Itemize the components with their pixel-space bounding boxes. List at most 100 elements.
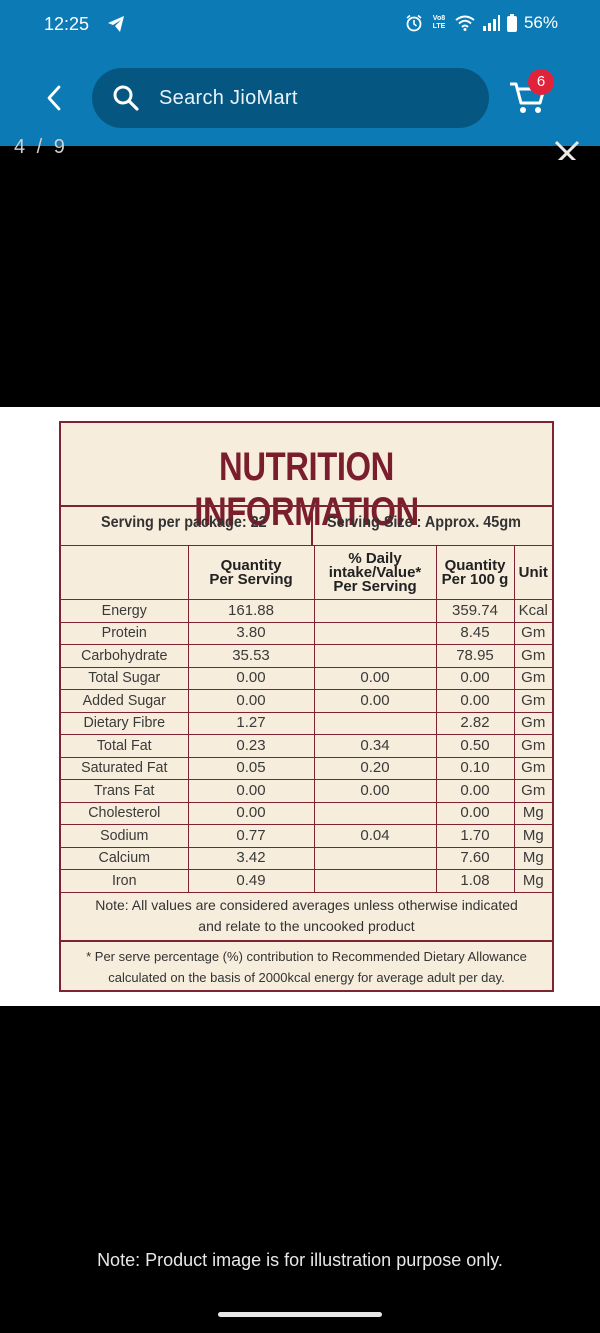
- search-icon: [113, 85, 139, 111]
- table-row: Saturated Fat 0.05 0.20 0.10 Gm: [61, 756, 552, 780]
- app-bar: 12:25 Vo8 LTE 56% Search JioMart 6: [0, 0, 600, 146]
- cell-per-100g: 0.10: [435, 756, 515, 780]
- cell-daily-value: 0.00: [313, 689, 437, 713]
- label-title: NUTRITION INFORMATION: [194, 445, 419, 534]
- nutrition-table: Quantity Per Serving % Daily intake/Valu…: [61, 545, 552, 893]
- table-row: Trans Fat 0.00 0.00 0.00 Gm: [61, 779, 552, 803]
- volte-icon: Vo8 LTE: [432, 15, 446, 30]
- label-note: Note: All values are considered averages…: [61, 895, 552, 937]
- cell-daily-value: [313, 801, 437, 825]
- status-time: 12:25: [44, 14, 90, 34]
- cell-unit: Gm: [513, 689, 552, 713]
- header-unit: Unit: [513, 545, 552, 600]
- telegram-icon: [108, 16, 124, 32]
- cell-unit: Gm: [513, 779, 552, 803]
- table-row: Calcium 3.42 7.60 Mg: [61, 846, 552, 870]
- cell-daily-value: 0.34: [313, 734, 437, 758]
- cell-nutrient: Added Sugar: [64, 689, 186, 713]
- cell-per-100g: 1.08: [435, 869, 515, 893]
- table-row: Protein 3.80 8.45 Gm: [61, 621, 552, 645]
- product-image[interactable]: NUTRITION INFORMATION Serving per packag…: [0, 407, 600, 1006]
- wifi-icon: [455, 15, 475, 31]
- divider: [61, 505, 552, 507]
- image-pager: 4 / 9: [14, 136, 68, 158]
- cell-per-100g: 0.00: [435, 689, 515, 713]
- cell-unit: Mg: [513, 824, 552, 848]
- table-row: Iron 0.49 1.08 Mg: [61, 869, 552, 893]
- cell-unit: Gm: [513, 711, 552, 735]
- cell-nutrient: Trans Fat: [64, 779, 186, 803]
- cell-daily-value: [313, 621, 437, 645]
- cell-unit: Gm: [513, 666, 552, 690]
- cell-per-serving: 0.00: [187, 801, 315, 825]
- rda-note: * Per serve percentage (%) contribution …: [61, 946, 552, 988]
- home-indicator[interactable]: [218, 1312, 382, 1317]
- note-line: * Per serve percentage (%) contribution …: [86, 949, 527, 964]
- header-per-serving: Quantity Per Serving: [187, 545, 315, 600]
- cell-per-100g: 7.60: [435, 846, 515, 870]
- status-bar: 12:25 Vo8 LTE 56%: [0, 0, 600, 50]
- illustration-note: Note: Product image is for illustration …: [97, 1250, 503, 1270]
- cell-nutrient: Calcium: [64, 846, 186, 870]
- note-line: calculated on the basis of 2000kcal ener…: [108, 970, 505, 985]
- cell-nutrient: Energy: [64, 599, 186, 623]
- note-line: Note: All values are considered averages…: [95, 897, 518, 913]
- table-row: Added Sugar 0.00 0.00 0.00 Gm: [61, 689, 552, 713]
- cell-per-100g: 8.45: [435, 621, 515, 645]
- cell-daily-value: [313, 644, 437, 668]
- cell-nutrient: Sodium: [64, 824, 186, 848]
- cell-per-serving: 0.00: [187, 689, 315, 713]
- cell-unit: Mg: [513, 869, 552, 893]
- cell-per-serving: 3.42: [187, 846, 315, 870]
- serving-per-package: Serving per package: 22: [101, 514, 267, 531]
- nutrition-label: NUTRITION INFORMATION Serving per packag…: [59, 421, 554, 992]
- note-line: and relate to the uncooked product: [198, 918, 415, 934]
- divider: [311, 507, 313, 545]
- cart-button[interactable]: 6: [508, 69, 554, 120]
- cell-per-100g: 0.50: [435, 734, 515, 758]
- cell-nutrient: Iron: [64, 869, 186, 893]
- battery-percent: 56%: [523, 13, 558, 32]
- divider: [61, 940, 552, 942]
- back-button[interactable]: [36, 80, 72, 116]
- close-icon: [554, 140, 580, 160]
- search-input[interactable]: Search JioMart: [92, 68, 489, 128]
- header-nutrient: [61, 545, 189, 600]
- table-row: Energy 161.88 359.74 Kcal: [61, 599, 552, 623]
- close-button[interactable]: [552, 138, 582, 160]
- battery-icon: [506, 14, 517, 32]
- cell-per-serving: 0.05: [187, 756, 315, 780]
- signal-icon: [482, 15, 500, 31]
- cell-daily-value: [313, 846, 437, 870]
- cell-per-serving: 0.00: [187, 779, 315, 803]
- table-row: Sodium 0.77 0.04 1.70 Mg: [61, 824, 552, 848]
- table-row: Dietary Fibre 1.27 2.82 Gm: [61, 711, 552, 735]
- cell-unit: Mg: [513, 846, 552, 870]
- cell-nutrient: Cholesterol: [64, 801, 186, 825]
- table-row: Cholesterol 0.00 0.00 Mg: [61, 801, 552, 825]
- alarm-icon: [406, 14, 422, 32]
- cell-daily-value: [313, 711, 437, 735]
- cell-per-serving: 35.53: [187, 644, 315, 668]
- cell-daily-value: 0.04: [313, 824, 437, 848]
- cell-daily-value: 0.00: [313, 666, 437, 690]
- cell-per-100g: 359.74: [435, 599, 515, 623]
- search-placeholder: Search JioMart: [159, 87, 298, 109]
- cell-daily-value: [313, 869, 437, 893]
- cell-per-100g: 1.70: [435, 824, 515, 848]
- cell-per-100g: 78.95: [435, 644, 515, 668]
- cell-unit: Kcal: [513, 599, 552, 623]
- cell-daily-value: 0.20: [313, 756, 437, 780]
- cell-per-serving: 0.77: [187, 824, 315, 848]
- cell-per-serving: 0.49: [187, 869, 315, 893]
- cell-nutrient: Saturated Fat: [64, 756, 186, 780]
- header-daily-value: % Daily intake/Value* Per Serving: [313, 545, 437, 600]
- table-row: Total Sugar 0.00 0.00 0.00 Gm: [61, 666, 552, 690]
- cell-daily-value: 0.00: [313, 779, 437, 803]
- cell-daily-value: [313, 599, 437, 623]
- cell-per-serving: 1.27: [187, 711, 315, 735]
- cart-count-badge: 6: [528, 69, 554, 95]
- cell-unit: Gm: [513, 621, 552, 645]
- cell-unit: Gm: [513, 756, 552, 780]
- cell-per-100g: 0.00: [435, 779, 515, 803]
